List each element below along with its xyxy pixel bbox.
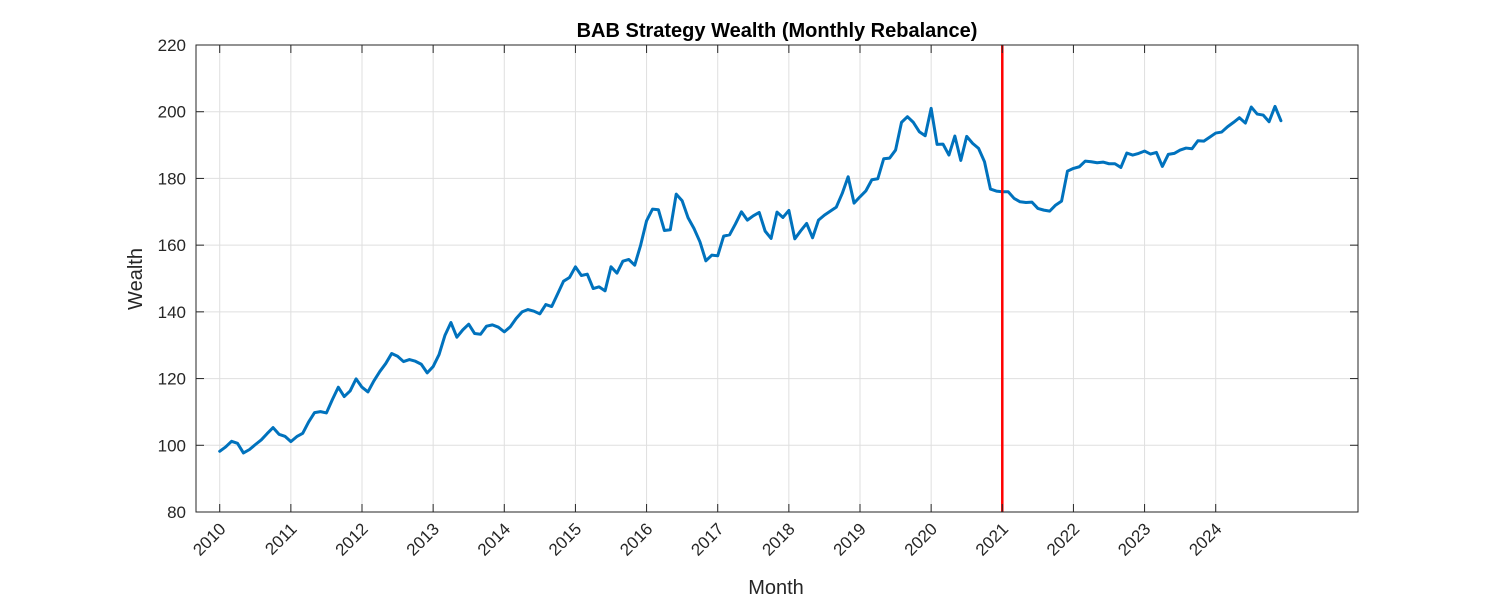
x-tick-label: 2012 [332,519,372,559]
x-tick-label: 2021 [972,519,1012,559]
y-tick-label: 140 [158,303,186,322]
x-axis-label: Month [748,577,804,599]
grid [196,45,1358,512]
x-tick-label: 2020 [901,519,941,559]
y-tick-label: 180 [158,169,186,188]
series-line-wealth [218,104,1283,455]
y-axis-label: Wealth [125,248,147,310]
plot-frame [195,44,1359,513]
x-axis: 2010 2011 2012 2013 2014 2015 2016 2017 2018 2019… [189,45,1226,560]
y-tick-label: 160 [158,236,186,255]
x-tick-label: 2017 [687,519,727,559]
x-tick-label: 2014 [474,519,514,559]
y-tick-label: 120 [158,370,186,389]
x-tick-label: 2013 [403,519,443,559]
chart-title: BAB Strategy Wealth (Monthly Rebalance) [577,20,978,42]
y-tick-label: 100 [158,436,186,455]
series-layer [218,104,1283,455]
x-tick-label: 2018 [759,519,799,559]
x-tick-label: 2023 [1114,519,1154,559]
x-tick-label: 2022 [1043,519,1083,559]
x-tick-label: 2024 [1185,519,1225,559]
y-tick-label: 200 [158,103,186,122]
y-tick-label: 80 [167,503,186,522]
y-axis: 80 100 120 140 160 180 200 220 [158,36,1358,522]
y-tick-label: 220 [158,36,186,55]
x-tick-label: 2011 [261,519,300,558]
x-tick-label: 2016 [616,519,656,559]
x-tick-label: 2015 [545,519,585,559]
x-tick-label: 2010 [189,519,229,559]
x-tick-label: 2019 [830,519,870,559]
